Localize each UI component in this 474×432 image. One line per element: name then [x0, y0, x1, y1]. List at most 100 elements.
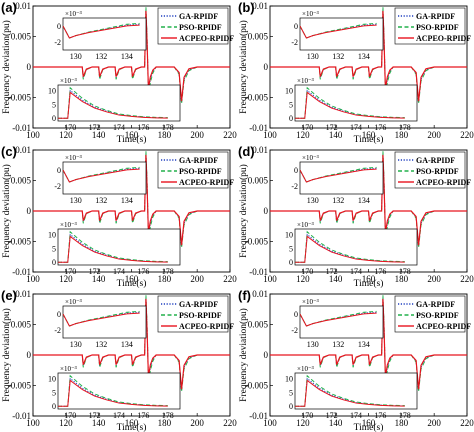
y-tick-label: -0.005 — [245, 93, 269, 103]
x-tick-label: 200 — [427, 274, 441, 284]
inset-y-tick-label: 10 — [48, 87, 56, 96]
x-tick-label: 180 — [395, 274, 409, 284]
series-line — [33, 10, 230, 102]
y-tick-label: 0 — [264, 350, 269, 360]
inset-x-tick-label: 130 — [307, 196, 319, 205]
inset-y-tick-label: 0 — [52, 258, 56, 267]
inset-y-tick-label: -2 — [54, 326, 61, 335]
inset-y-tick-label: 0 — [57, 22, 61, 31]
inset-x-tick-label: 172 — [326, 411, 338, 420]
inset-x-tick-label: 170 — [301, 411, 313, 420]
x-axis-label: Time(s) — [117, 134, 147, 145]
inset-x-tick-label: 132 — [332, 340, 344, 349]
x-tick-label: 180 — [158, 418, 172, 428]
inset-x-tick-label: 172 — [326, 267, 338, 276]
legend-entry: ACPEO-RPIDF — [179, 322, 234, 331]
inset-plot: 170 172 174 176 178 10 5 0 ×10⁻³ — [285, 77, 418, 132]
inset-x-tick-label: 132 — [95, 196, 107, 205]
inset-area — [62, 17, 147, 51]
x-tick-label: 180 — [158, 274, 172, 284]
y-tick-label: 0.01 — [15, 145, 31, 155]
inset-area — [294, 228, 418, 266]
inset-x-tick-label: 134 — [358, 340, 370, 349]
y-axis-label: Frequency deviation(pu) — [1, 20, 12, 114]
inset-multiplier: ×10⁻³ — [302, 10, 319, 18]
inset-area — [294, 84, 418, 122]
y-tick-label: -0.01 — [12, 123, 31, 133]
x-tick-label: 160 — [125, 274, 139, 284]
inset-multiplier: ×10⁻³ — [60, 77, 77, 85]
y-tick-label: 0.005 — [11, 320, 32, 330]
inset-x-tick-label: 172 — [89, 411, 101, 420]
x-tick-label: 100 — [263, 130, 277, 140]
legend-entry: GA-RPIDF — [179, 300, 218, 309]
panel-label: (e) — [1, 288, 17, 303]
inset-series-line — [58, 230, 168, 263]
y-tick-label: 0.005 — [248, 176, 269, 186]
legend-entry: GA-RPIDF — [416, 156, 455, 165]
y-tick-label: 0.005 — [248, 320, 269, 330]
inset-plot: 170 172 174 176 178 10 5 0 ×10⁻³ — [285, 365, 418, 420]
inset-series-line — [299, 168, 377, 183]
inset-y-tick-label: 0 — [52, 114, 56, 123]
inset-x-tick-label: 176 — [137, 411, 149, 420]
x-tick-label: 140 — [92, 130, 106, 140]
inset-x-tick-label: 174 — [350, 411, 362, 420]
inset-x-tick-label: 178 — [399, 267, 411, 276]
inset-y-tick-label: 5 — [289, 244, 293, 253]
legend-entry: PSO-RPIDF — [416, 311, 459, 320]
y-tick-label: 0.005 — [11, 32, 32, 42]
legend: GA-RPIDF PSO-RPIDF ACPEO-RPIDF — [157, 151, 234, 189]
inset-x-tick-label: 170 — [301, 267, 313, 276]
inset-series-line — [62, 312, 140, 327]
y-tick-label: 0.005 — [248, 32, 269, 42]
inset-series-line — [62, 168, 140, 183]
inset-series-line — [295, 235, 405, 263]
inset-y-tick-label: 5 — [52, 244, 56, 253]
x-tick-label: 200 — [190, 130, 204, 140]
x-axis-label: Time(s) — [117, 422, 147, 432]
inset-x-tick-label: 170 — [64, 411, 76, 420]
inset-x-tick-label: 178 — [399, 123, 411, 132]
inset-y-tick-label: 5 — [289, 100, 293, 109]
inset-plot: 170 172 174 176 178 10 5 0 ×10⁻³ — [48, 77, 181, 132]
y-tick-label: -0.005 — [8, 93, 32, 103]
inset-area — [299, 161, 384, 195]
x-tick-label: 160 — [125, 418, 139, 428]
inset-multiplier: ×10⁻³ — [302, 154, 319, 162]
panel-label: (b) — [238, 0, 255, 15]
inset-x-tick-label: 174 — [350, 123, 362, 132]
y-tick-label: 0.01 — [15, 289, 31, 299]
inset-x-tick-label: 134 — [121, 340, 133, 349]
x-tick-label: 160 — [125, 130, 139, 140]
legend-entry: PSO-RPIDF — [179, 311, 222, 320]
legend-entry: GA-RPIDF — [179, 12, 218, 21]
inset-x-tick-label: 178 — [162, 411, 174, 420]
legend: GA-RPIDF PSO-RPIDF ACPEO-RPIDF — [394, 151, 471, 189]
legend-entry: GA-RPIDF — [416, 300, 455, 309]
x-axis-label: Time(s) — [354, 278, 384, 289]
legend-entry: ACPEO-RPIDF — [416, 322, 471, 331]
inset-x-tick-label: 172 — [326, 123, 338, 132]
x-axis-label: Time(s) — [354, 134, 384, 145]
inset-y-tick-label: 10 — [285, 375, 293, 384]
inset-plot: 130 132 134 0 -2 ×10⁻³ — [291, 10, 384, 61]
x-tick-label: 200 — [190, 274, 204, 284]
y-axis-label: Frequency deviation(pu) — [238, 20, 249, 114]
x-tick-label: 100 — [26, 274, 40, 284]
legend-entry: GA-RPIDF — [416, 12, 455, 21]
inset-series-line — [58, 235, 168, 263]
inset-y-tick-label: 10 — [48, 375, 56, 384]
x-tick-label: 120 — [59, 274, 73, 284]
inset-multiplier: ×10⁻³ — [65, 10, 82, 18]
y-tick-label: -0.01 — [249, 411, 268, 421]
inset-x-tick-label: 176 — [374, 123, 386, 132]
inset-y-tick-label: -2 — [291, 326, 298, 335]
inset-y-tick-label: 0 — [52, 402, 56, 411]
x-tick-label: 140 — [329, 274, 343, 284]
x-tick-label: 180 — [395, 130, 409, 140]
x-tick-label: 100 — [26, 418, 40, 428]
x-tick-label: 160 — [362, 274, 376, 284]
y-axis-label: Frequency deviation(pu) — [238, 308, 249, 402]
